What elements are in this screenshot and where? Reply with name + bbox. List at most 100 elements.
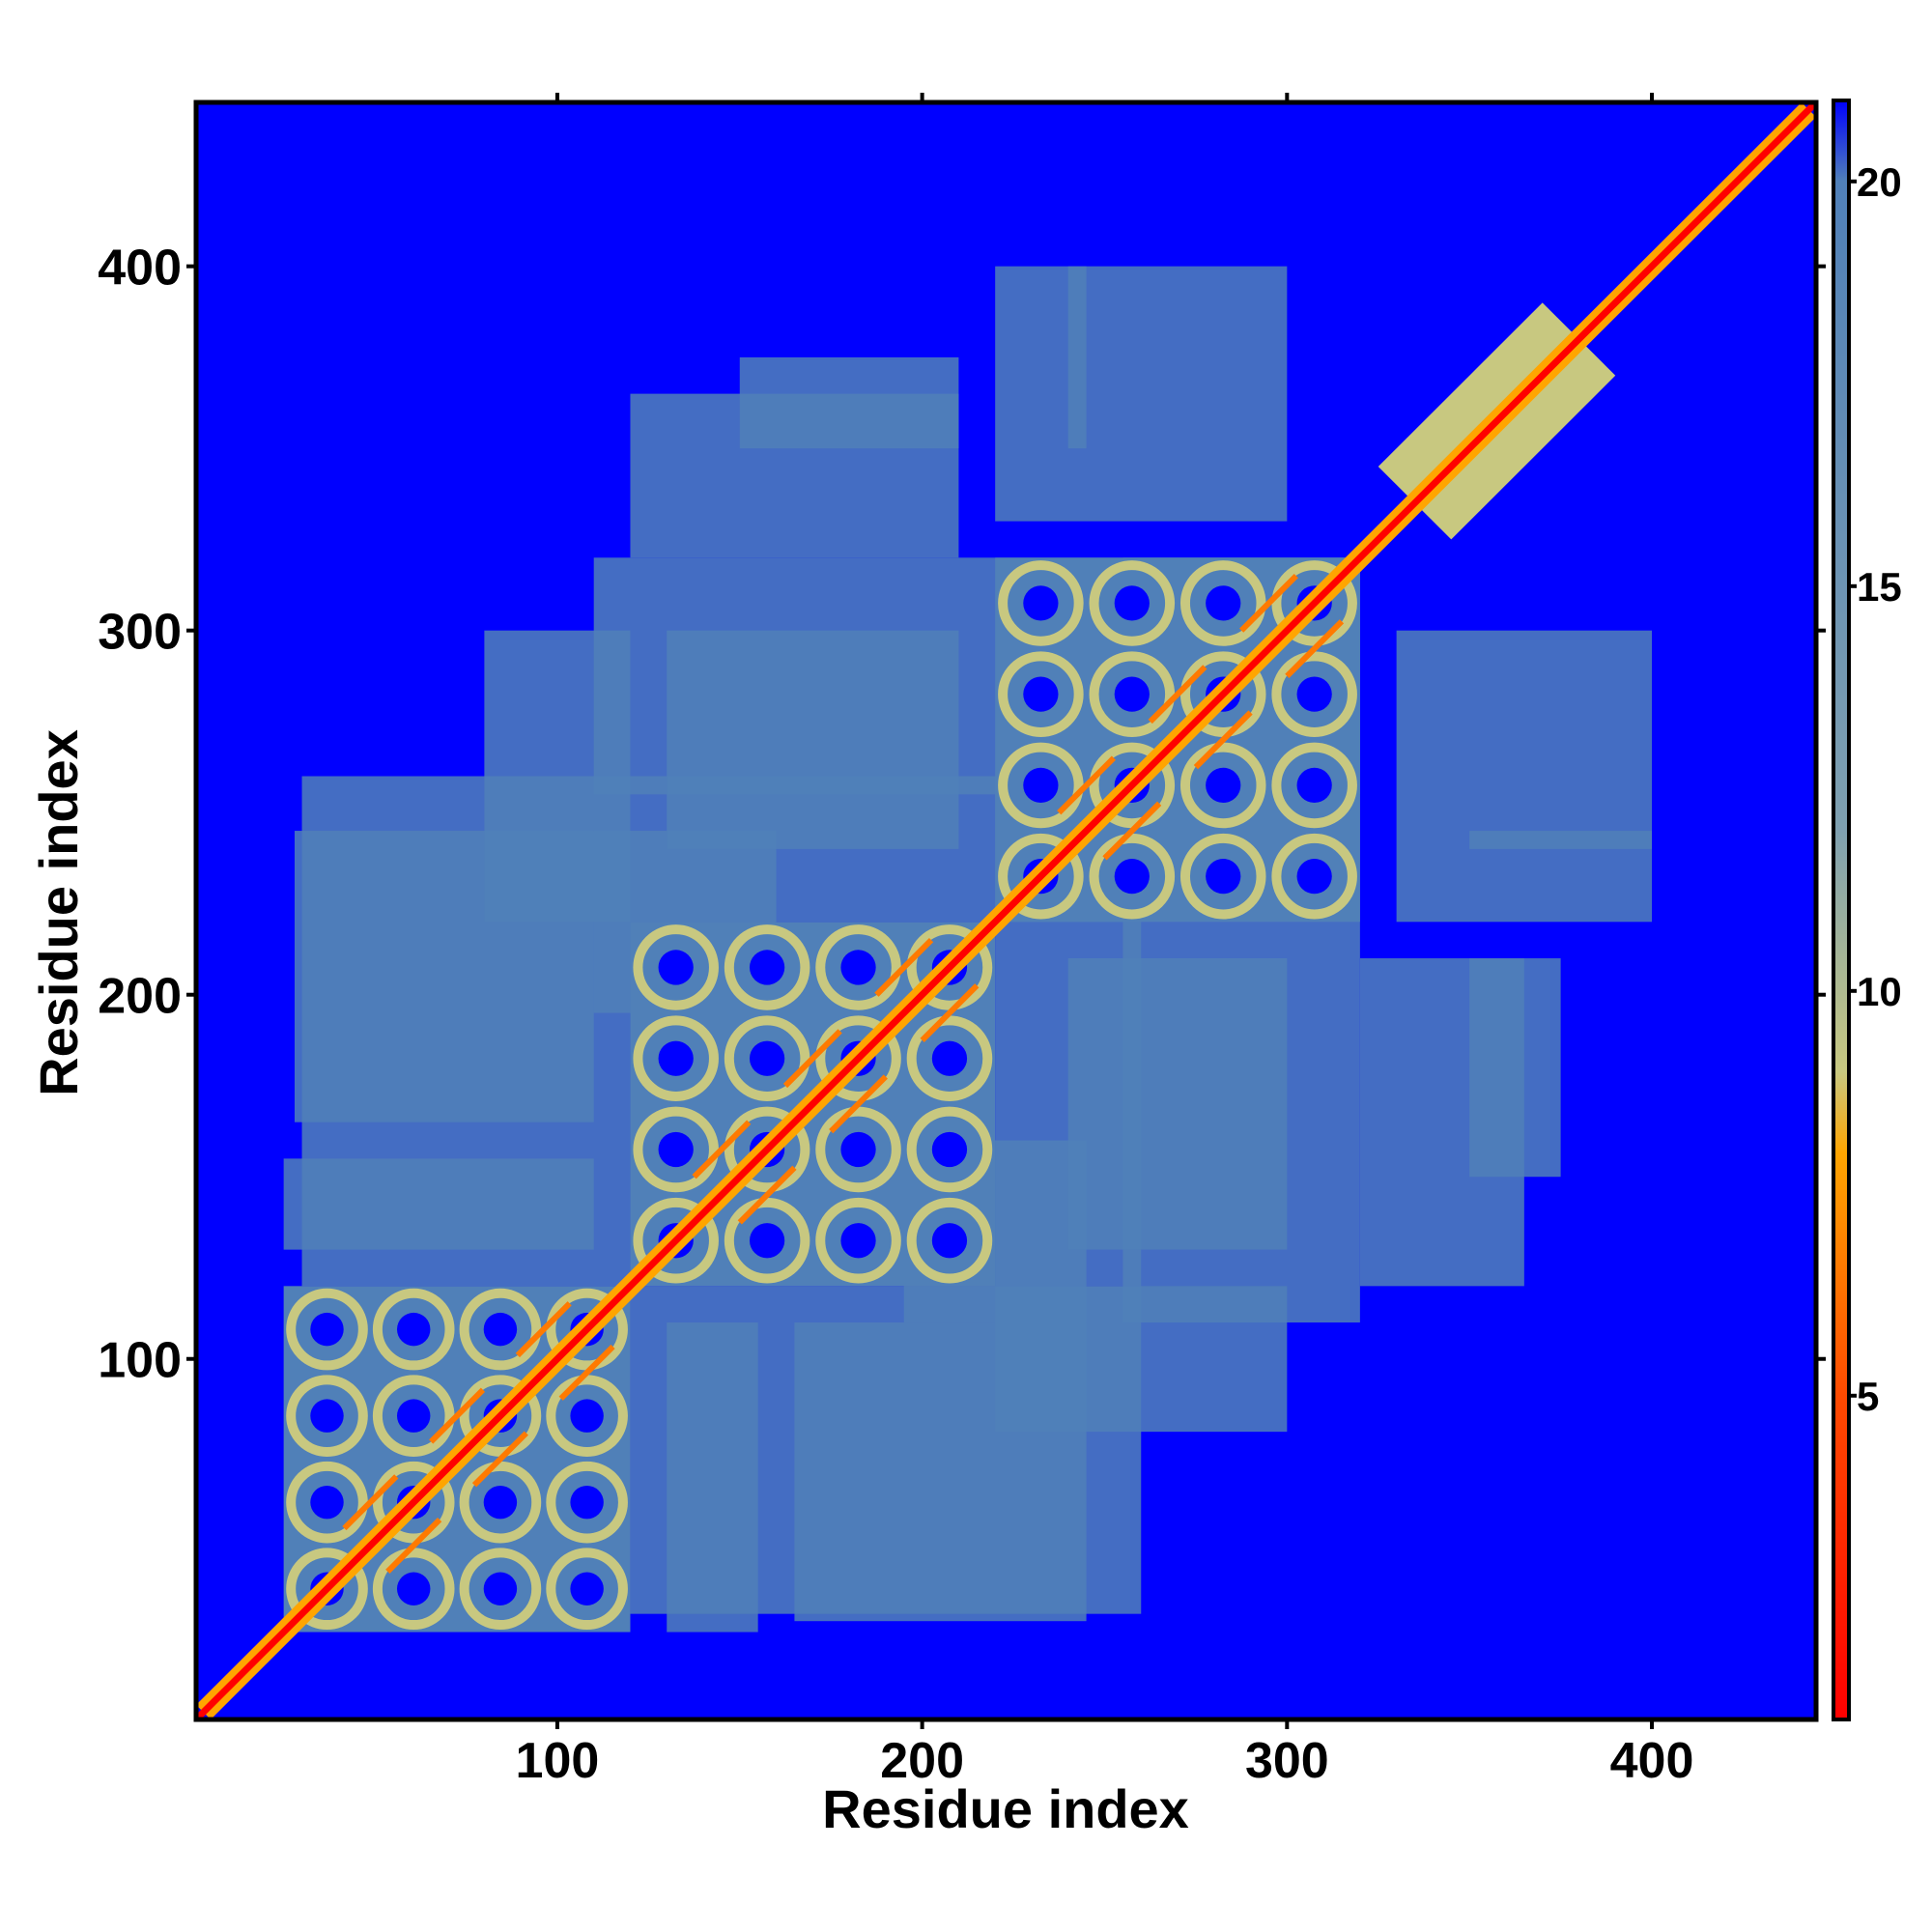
domain-hole xyxy=(658,950,694,985)
domain-hole xyxy=(310,1485,344,1520)
domain-ring xyxy=(459,1548,542,1631)
domain-ring xyxy=(1089,651,1176,737)
domain-hole xyxy=(396,1312,431,1347)
domain-hole xyxy=(658,1040,694,1076)
domain-ring xyxy=(286,1288,368,1371)
domain-ring xyxy=(1179,651,1266,737)
domain-ring xyxy=(633,1197,719,1284)
x-tick-label: 400 xyxy=(1610,1733,1694,1789)
domain-ring xyxy=(724,924,810,1010)
beta-strand-contact xyxy=(1148,665,1208,724)
domain-ring xyxy=(1179,742,1266,829)
beta-strand-contact xyxy=(342,1474,399,1531)
domain-hole xyxy=(396,1399,431,1433)
domain-ring xyxy=(546,1375,628,1457)
domain-hole xyxy=(1114,585,1150,621)
domain-ring xyxy=(906,1106,993,1193)
domain-hole xyxy=(1114,676,1150,712)
x-tick-label: 100 xyxy=(516,1733,600,1789)
domain-ring xyxy=(633,924,719,1010)
domain-ring xyxy=(906,924,993,1010)
domain-ring xyxy=(633,1015,719,1101)
diagonal-line xyxy=(193,99,1819,1722)
domain-ring xyxy=(724,1015,810,1101)
domain-ring xyxy=(815,1197,901,1284)
domain-ring xyxy=(1271,742,1357,829)
contact-region-8-mirror xyxy=(484,630,631,923)
beta-strand-contact xyxy=(471,1431,528,1488)
heatmap-cells xyxy=(193,99,1819,1722)
domain-ring xyxy=(724,1197,810,1284)
domain-hole xyxy=(840,1223,876,1259)
domain-ring xyxy=(906,1015,993,1101)
domain-ring xyxy=(286,1461,368,1544)
domain-hole xyxy=(483,1485,518,1520)
domain-hole xyxy=(483,1312,518,1347)
y-tick-label: 100 xyxy=(98,1333,182,1389)
domain-ring xyxy=(546,1548,628,1631)
domain-ring xyxy=(286,1375,368,1457)
domain-ring xyxy=(998,560,1084,646)
contact-region-11-mirror xyxy=(739,356,959,449)
colorbar-gradient xyxy=(1832,99,1851,1721)
beta-strand-contact xyxy=(1238,574,1298,633)
colorbar: 5 10 15 20 xyxy=(1832,99,1902,1721)
domain-ring xyxy=(1089,560,1176,646)
domain-ring xyxy=(459,1288,542,1371)
beta-strand-contact xyxy=(558,1344,615,1401)
domain-hole xyxy=(840,950,876,985)
contact-region-10 xyxy=(1469,831,1653,849)
domain-hole xyxy=(931,1040,968,1076)
domain-ring xyxy=(1089,833,1176,920)
domain-ring xyxy=(372,1548,455,1631)
beta-strand-contact xyxy=(515,1301,572,1358)
x-tick-label: 300 xyxy=(1245,1733,1329,1789)
domain-hole xyxy=(570,1485,604,1520)
domain-ring xyxy=(459,1461,542,1544)
domain-ring xyxy=(998,833,1084,920)
domain-hole xyxy=(1023,767,1059,804)
domain-hole xyxy=(749,1223,785,1259)
beta-strand-contact xyxy=(920,983,980,1042)
colorbar-tick-label: 20 xyxy=(1857,159,1902,205)
beta-strand-contact xyxy=(692,1120,752,1179)
contact-region-11 xyxy=(1469,958,1561,1178)
domain-hole xyxy=(658,1131,694,1168)
beta-strand-contact xyxy=(1102,801,1162,861)
domain-ring xyxy=(372,1461,455,1544)
domain-hole xyxy=(1206,585,1241,621)
domain-ring xyxy=(1179,560,1266,646)
domain-ring xyxy=(906,1197,993,1284)
domain-hole xyxy=(570,1572,604,1605)
y-axis-title: Residue index xyxy=(28,729,89,1096)
domain-ring xyxy=(1271,833,1357,920)
contact-region-8 xyxy=(995,1286,1288,1433)
colorbar-tick-label: 5 xyxy=(1857,1374,1879,1419)
colorbar-tick-label: 15 xyxy=(1857,564,1902,610)
beta-strand-contact xyxy=(737,1165,797,1225)
domain-ring xyxy=(1271,560,1357,646)
domain-ring xyxy=(1179,833,1266,920)
domain-hole xyxy=(1296,859,1332,895)
domain-hole xyxy=(1296,676,1332,712)
domain-hole xyxy=(1296,767,1332,804)
domain-hole xyxy=(1206,767,1241,804)
domain-hole xyxy=(1206,859,1241,895)
contact-region-10-mirror xyxy=(1067,266,1087,449)
domain-ring xyxy=(546,1461,628,1544)
domain-hole xyxy=(396,1572,431,1605)
domain-ring xyxy=(1271,651,1357,737)
contact-region-6-mirror xyxy=(1396,630,1653,923)
contact-region-6 xyxy=(995,266,1288,522)
domain-hole xyxy=(931,1223,968,1259)
domain-hole xyxy=(310,1399,344,1433)
beta-strand-contact xyxy=(829,1074,888,1134)
x-axis-title: Residue index xyxy=(822,1778,1189,1839)
domain-ring xyxy=(998,651,1084,737)
domain-ring xyxy=(998,742,1084,829)
beta-strand-contact xyxy=(429,1387,486,1444)
beta-strand-contact xyxy=(1193,710,1253,770)
beta-strand-contact xyxy=(1057,755,1117,815)
domain-hole xyxy=(931,1131,968,1168)
